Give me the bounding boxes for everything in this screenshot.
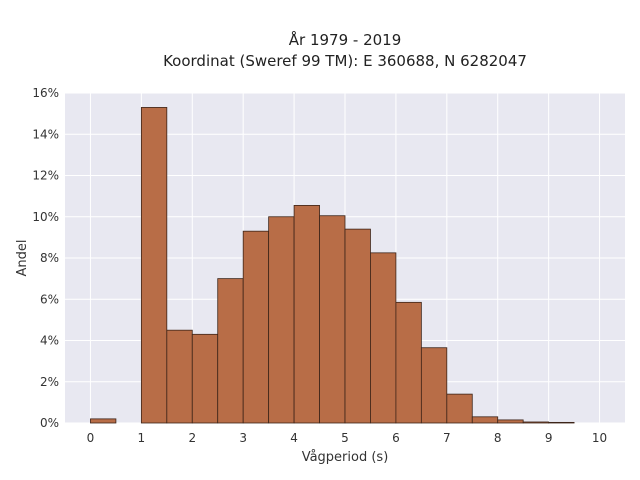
y-tick-label: 2%	[40, 375, 59, 389]
x-tick-label: 10	[592, 431, 607, 445]
y-tick-label: 12%	[32, 169, 59, 183]
histogram-bar	[242, 230, 270, 424]
histogram-bar	[140, 107, 168, 424]
x-tick-label: 3	[239, 431, 247, 445]
histogram-bar	[370, 252, 397, 424]
histogram-bar	[548, 421, 575, 424]
histogram-bar	[293, 205, 320, 424]
x-tick-label: 4	[290, 431, 298, 445]
tick-labels: 0 1 2 3 4 5 6 7 8 9 10 0% 2% 4% 6% 8% 10% 12% 14% 16%	[32, 86, 607, 445]
histogram-bar	[268, 216, 295, 424]
x-tick-label: 5	[341, 431, 349, 445]
y-tick-label: 4%	[40, 334, 59, 348]
histogram-bar	[191, 333, 219, 424]
y-tick-label: 10%	[32, 210, 59, 224]
histogram-bar	[217, 278, 244, 424]
histogram-bar	[166, 329, 193, 424]
y-tick-label: 0%	[40, 416, 59, 430]
histogram-bar	[319, 215, 346, 424]
chart-title-line-2: Koordinat (Sweref 99 TM): E 360688, N 62…	[163, 52, 527, 70]
x-tick-label: 9	[545, 431, 553, 445]
y-tick-label: 6%	[40, 292, 59, 306]
histogram-bar	[344, 228, 371, 424]
histogram-bar	[471, 416, 499, 424]
histogram-bar	[90, 418, 117, 424]
x-tick-label: 0	[87, 431, 95, 445]
histogram-bar	[395, 301, 422, 424]
histogram-bar	[522, 421, 550, 424]
histogram-bar	[497, 419, 524, 424]
y-tick-label: 16%	[32, 86, 59, 100]
chart-title-line-1: År 1979 - 2019	[289, 30, 402, 49]
x-tick-label: 6	[392, 431, 400, 445]
y-tick-label: 14%	[32, 127, 59, 141]
x-tick-label: 2	[188, 431, 196, 445]
y-tick-label: 8%	[40, 251, 59, 265]
x-tick-label: 1	[138, 431, 146, 445]
y-axis-label: Andel	[15, 240, 30, 277]
histogram-bar	[420, 347, 448, 424]
x-tick-label: 7	[443, 431, 451, 445]
x-tick-label: 8	[494, 431, 502, 445]
x-axis-label: Vågperiod (s)	[302, 450, 389, 465]
histogram-bar	[446, 393, 473, 424]
bars-group	[90, 107, 575, 424]
